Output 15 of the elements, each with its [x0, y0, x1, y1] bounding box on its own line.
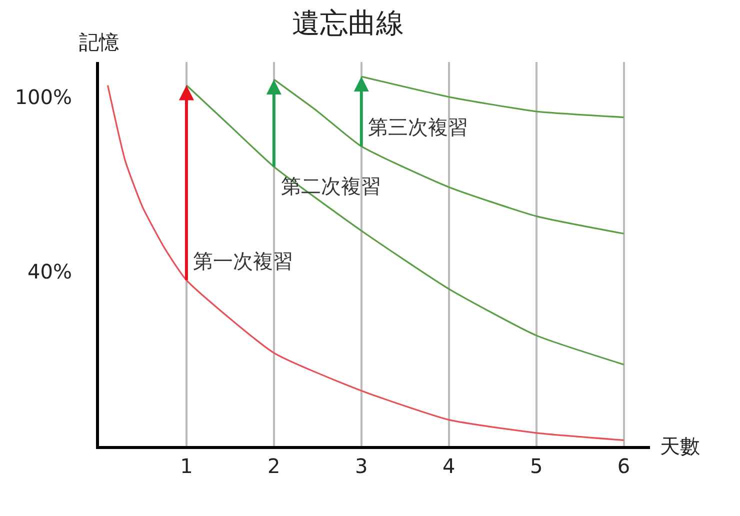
- x-tick-label: 6: [617, 454, 630, 478]
- y-axis-title: 記憶: [79, 30, 119, 54]
- line-series: [106, 84, 625, 441]
- annotation: 第二次複習: [281, 174, 381, 198]
- x-tick-label: 1: [180, 454, 193, 478]
- x-tick-label: 3: [355, 454, 368, 478]
- x-tick-label: 2: [268, 454, 280, 478]
- annotation: 第一次複習: [193, 249, 293, 273]
- y-tick-label: 40%: [28, 259, 72, 284]
- y-tick-label: 100%: [14, 84, 72, 109]
- annotation: 第三次複習: [368, 115, 468, 139]
- chart-title: 遺忘曲線: [292, 6, 404, 40]
- x-tick-label: 4: [442, 454, 456, 478]
- x-axis-title: 天數: [660, 434, 700, 458]
- x-tick-label: 5: [530, 454, 543, 478]
